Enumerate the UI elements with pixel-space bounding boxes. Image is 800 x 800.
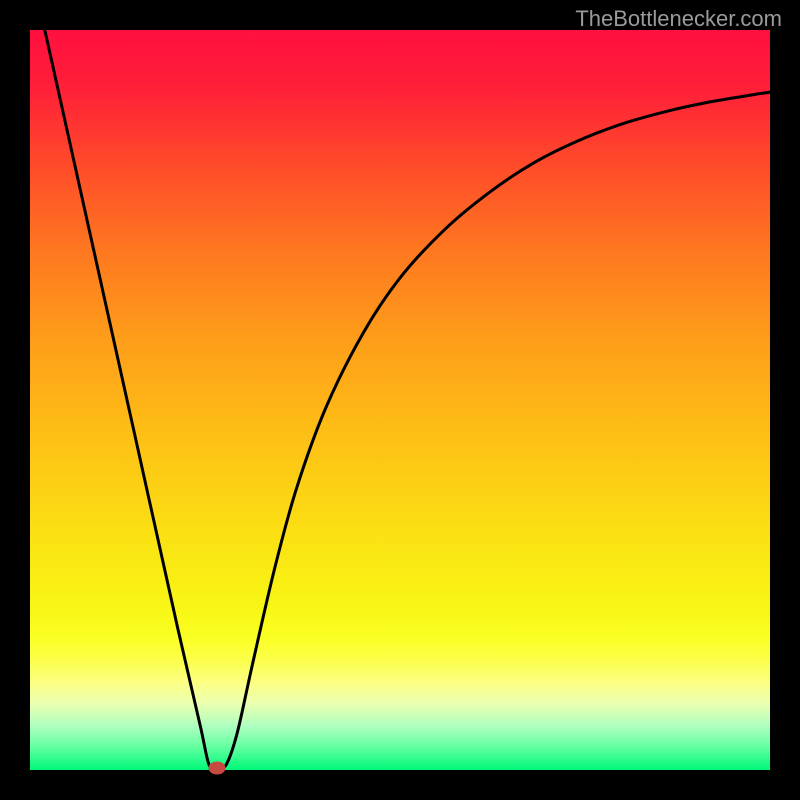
chart-container: TheBottlenecker.com <box>0 0 800 800</box>
watermark-text: TheBottlenecker.com <box>575 6 782 32</box>
minimum-marker <box>209 761 226 774</box>
bottleneck-curve <box>30 30 770 770</box>
curve-path <box>45 30 770 769</box>
